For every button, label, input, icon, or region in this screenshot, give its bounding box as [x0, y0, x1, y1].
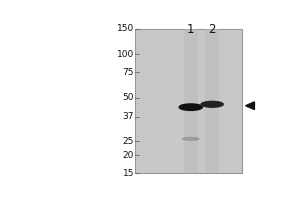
Text: 37: 37	[122, 112, 134, 121]
Text: 50: 50	[122, 93, 134, 102]
Ellipse shape	[201, 101, 223, 107]
Polygon shape	[246, 102, 254, 110]
Text: 100: 100	[117, 50, 134, 59]
Bar	[205, 29, 219, 173]
Ellipse shape	[179, 104, 202, 110]
Text: 2: 2	[208, 23, 216, 36]
Text: 15: 15	[122, 169, 134, 178]
Text: 150: 150	[117, 24, 134, 33]
Bar	[135, 29, 242, 173]
Bar	[184, 29, 198, 173]
Text: 1: 1	[187, 23, 194, 36]
Text: 25: 25	[123, 137, 134, 146]
Text: 75: 75	[122, 68, 134, 77]
Text: 20: 20	[123, 151, 134, 160]
Ellipse shape	[183, 137, 199, 140]
